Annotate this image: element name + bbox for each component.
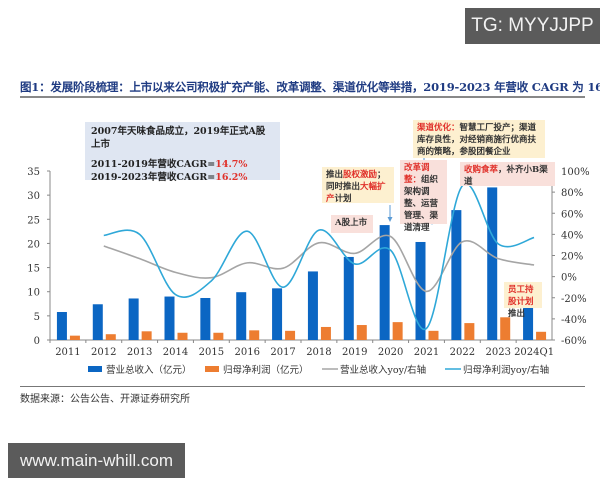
bar [249,330,260,340]
bar [285,330,296,340]
right-tick-label: 40% [561,230,583,241]
bar [69,335,80,340]
legend-label: 营业总收入yoy/右轴 [340,364,426,376]
x-tick-label: 2012 [91,347,116,358]
bar [464,323,475,340]
bar [141,331,152,340]
x-tick-label: 2016 [234,347,259,358]
bar [92,304,103,340]
bar [451,210,462,340]
bar [164,296,175,340]
bar [307,271,318,340]
top-watermark: TG: MYYJJPP [465,8,600,44]
left-tick-label: 15 [27,264,40,275]
left-tick-label: 35 [27,167,40,178]
x-tick-label: 2018 [306,347,331,358]
x-tick-label: 2019 [342,347,367,358]
right-tick-label: -60% [561,336,587,347]
info-founding: 2007年天味食品成立，2019年正式A股上市 [91,126,266,150]
right-tick-label: -20% [561,294,587,305]
x-tick-label: 2020 [378,347,403,358]
bar [128,298,139,340]
bar [236,292,247,340]
data-source: 数据来源：公告公告、开源证券研究所 [20,394,190,405]
right-tick-label: 0% [561,273,577,284]
note-ipo: A股上市 [331,215,373,233]
footer-divider [20,386,585,387]
bar [487,187,498,340]
bar [200,297,211,340]
right-tick-label: 100% [561,167,590,178]
x-tick-label: 2017 [270,347,295,358]
bar [523,297,534,340]
note-equity-incentive: 推出股权激励； 同时推出大幅扩产计划 [322,167,394,204]
bar [320,326,331,340]
left-tick-label: 20 [27,239,40,250]
bar [500,317,511,340]
chart-axes: 0 5 10 15 20 25 30 35 -60% -40% -20% 0% 20% 40% 60% 80%… [27,167,589,358]
right-tick-label: -40% [561,315,587,326]
bar [343,256,354,340]
line-series-path [103,234,535,293]
bar [177,332,188,340]
note-reform: 改革调整：组织架构调整、运营管理、渠道清理 [400,160,447,233]
x-tick-label: 2014 [163,347,188,358]
x-tick-label: 2022 [450,347,475,358]
bar [105,334,116,340]
legend-label: 归母净利润yoy/右轴 [463,364,549,376]
left-tick-label: 30 [27,191,40,202]
bar [392,322,403,340]
right-tick-label: 60% [561,209,583,220]
x-tick-label: 2011 [55,347,80,358]
legend-swatch [88,366,102,372]
left-tick-label: 5 [34,312,40,323]
x-tick-label: 2024Q1 [514,347,554,358]
bar [536,331,547,340]
right-tick-label: 80% [561,188,583,199]
legend-swatch [205,366,219,372]
bar [428,330,439,340]
legend-label: 营业总收入（亿元） [106,364,192,376]
bar [379,225,390,340]
note-channel-optimization: 渠道优化：智慧工厂投产；渠道库存良性，对经销商施行优商扶商的策略，参股团餐企业 [413,120,545,158]
right-tick-label: 20% [561,252,583,263]
x-tick-label: 2023 [485,347,510,358]
figure-title: 图1：发展阶段梳理：上市以来公司积极扩充产能、改革调整、渠道优化等举措，2019… [20,80,600,94]
chart: 0 5 10 15 20 25 30 35 -60% -40% -20% 0% 20% 40% 60% 80%… [27,158,590,376]
info-cagr-1: 2011-2019年营收CAGR=14.7% [91,159,248,170]
note-acquisition: 收购食萃，补齐小B渠道 [460,162,555,187]
x-tick-label: 2013 [127,347,152,358]
legend-label: 归母净利润（亿元） [223,364,309,376]
bar [213,332,224,340]
title-divider [20,96,585,98]
left-tick-label: 10 [27,288,40,299]
bar [272,288,283,340]
x-tick-label: 2021 [414,347,439,358]
bar [415,241,426,340]
note-esop: 员工持股计划推出 [504,282,542,319]
bottom-watermark: www.main-whill.com [8,443,185,478]
bar-series [56,187,547,340]
bar [356,325,367,340]
chart-legend: 营业总收入（亿元） 归母净利润（亿元） 营业总收入yoy/右轴 归母净利润yoy/右轴 [88,364,549,376]
x-tick-label: 2015 [199,347,224,358]
left-tick-label: 0 [34,336,40,347]
left-tick-label: 25 [27,215,40,226]
info-cagr-2: 2019-2023年营收CAGR=16.2% [91,172,248,183]
info-box: 2007年天味食品成立，2019年正式A股上市 2011-2019年营收CAGR… [85,122,280,183]
bar [56,311,67,340]
